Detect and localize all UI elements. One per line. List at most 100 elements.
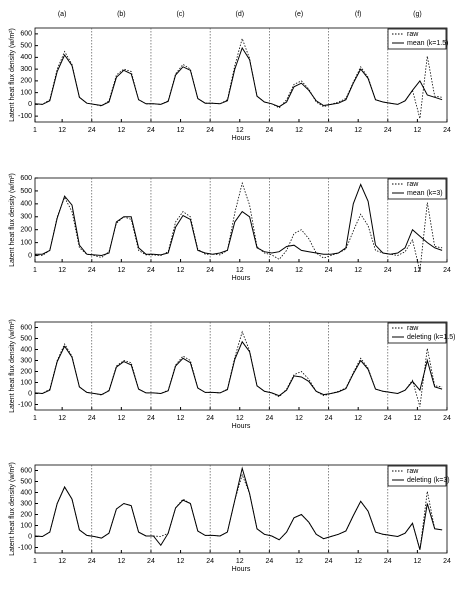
x-tick-label: 24 (384, 127, 392, 134)
series-line (34, 330, 443, 407)
x-tick-label: 24 (265, 127, 273, 134)
x-tick-label: 12 (117, 558, 125, 565)
x-tick-label: 1 (33, 415, 37, 422)
x-tick-label: 24 (384, 267, 392, 274)
y-tick-label: 400 (20, 54, 32, 61)
y-tick-label: -100 (18, 113, 32, 120)
x-tick-label: 24 (147, 415, 155, 422)
x-tick-label: 12 (295, 558, 303, 565)
y-tick-label: 100 (20, 239, 32, 246)
day-label: (a) (58, 11, 67, 18)
x-tick-label: 24 (88, 558, 96, 565)
x-tick-label: 24 (443, 127, 451, 134)
legend-box (387, 465, 447, 487)
x-tick-label: 12 (177, 558, 185, 565)
x-tick-label: 24 (325, 127, 333, 134)
plot-frame (34, 177, 448, 263)
x-axis-label: Hours (232, 423, 251, 430)
series-line (34, 466, 443, 550)
x-tick-label: 24 (443, 267, 451, 274)
x-tick-label: 24 (384, 415, 392, 422)
x-tick-label: 12 (354, 558, 362, 565)
y-tick-label: 200 (20, 78, 32, 85)
legend-label: mean (k=1.5) (407, 40, 448, 47)
x-axis-label: Hours (232, 566, 251, 573)
y-tick-label: 100 (20, 379, 32, 386)
y-tick-label: -100 (18, 544, 32, 551)
legend-label: raw (407, 468, 419, 475)
legend-label: raw (407, 31, 419, 38)
y-tick-label: 300 (20, 357, 32, 364)
y-tick-label: 600 (20, 324, 32, 331)
y-tick-label: 300 (20, 66, 32, 73)
x-tick-label: 12 (117, 127, 125, 134)
legend-label: mean (k=3) (407, 190, 443, 197)
x-tick-label: 12 (413, 415, 421, 422)
x-tick-label: 1 (33, 558, 37, 565)
series-line (35, 183, 443, 257)
y-tick-label: 400 (20, 201, 32, 208)
day-label: (e) (295, 11, 304, 18)
x-tick-label: 24 (147, 267, 155, 274)
legend-label: raw (407, 181, 419, 188)
x-tick-label: 1 (33, 127, 37, 134)
legend-box (387, 178, 447, 200)
x-tick-label: 12 (58, 267, 66, 274)
x-tick-label: 12 (413, 267, 421, 274)
y-axis-label: Latent heat flux density (w/m²) (9, 28, 16, 122)
plot-frame (34, 464, 448, 554)
y-tick-label: 0 (28, 390, 32, 397)
x-tick-label: 24 (384, 558, 392, 565)
y-tick-label: 400 (20, 346, 32, 353)
x-tick-label: 12 (58, 127, 66, 134)
x-tick-label: 12 (117, 415, 125, 422)
day-label: (d) (235, 11, 244, 18)
y-tick-label: 600 (20, 467, 32, 474)
x-tick-label: 12 (236, 558, 244, 565)
series-line (34, 181, 443, 272)
y-tick-label: -100 (18, 401, 32, 408)
x-axis-label: Hours (232, 275, 251, 282)
y-tick-label: 200 (20, 368, 32, 375)
y-tick-label: 500 (20, 478, 32, 485)
y-tick-label: 300 (20, 214, 32, 221)
legend-box (387, 322, 447, 344)
day-label: (g) (413, 11, 422, 18)
y-axis-label: Latent heat flux density (w/m²) (9, 319, 16, 413)
series-line (34, 37, 443, 119)
y-axis-label: Latent heat flux density (w/m²) (9, 173, 16, 267)
x-tick-label: 12 (354, 127, 362, 134)
x-tick-label: 12 (58, 558, 66, 565)
plot-frame (34, 321, 448, 411)
x-tick-label: 12 (117, 267, 125, 274)
x-tick-label: 24 (325, 415, 333, 422)
legend-label: deleting (k=3) (407, 477, 450, 484)
x-tick-label: 12 (177, 127, 185, 134)
x-tick-label: 12 (413, 558, 421, 565)
x-tick-label: 24 (206, 267, 214, 274)
y-tick-label: 600 (20, 31, 32, 38)
series-line (34, 340, 443, 397)
y-tick-label: 500 (20, 42, 32, 49)
x-tick-label: 12 (295, 415, 303, 422)
y-tick-label: 400 (20, 489, 32, 496)
x-tick-label: 24 (88, 267, 96, 274)
y-tick-label: 100 (20, 522, 32, 529)
x-tick-label: 12 (295, 267, 303, 274)
x-tick-label: 24 (147, 558, 155, 565)
x-tick-label: 24 (265, 267, 273, 274)
x-tick-label: 24 (206, 415, 214, 422)
x-tick-label: 1 (33, 267, 37, 274)
plot-frame (34, 27, 448, 123)
y-tick-label: 200 (20, 511, 32, 518)
x-tick-label: 24 (265, 415, 273, 422)
y-tick-label: 500 (20, 188, 32, 195)
legend-box (387, 28, 447, 50)
y-tick-label: 300 (20, 500, 32, 507)
y-tick-label: 0 (28, 252, 32, 259)
x-tick-label: 12 (354, 267, 362, 274)
legend-label: raw (407, 325, 419, 332)
x-tick-label: 12 (236, 127, 244, 134)
x-tick-label: 24 (265, 558, 273, 565)
